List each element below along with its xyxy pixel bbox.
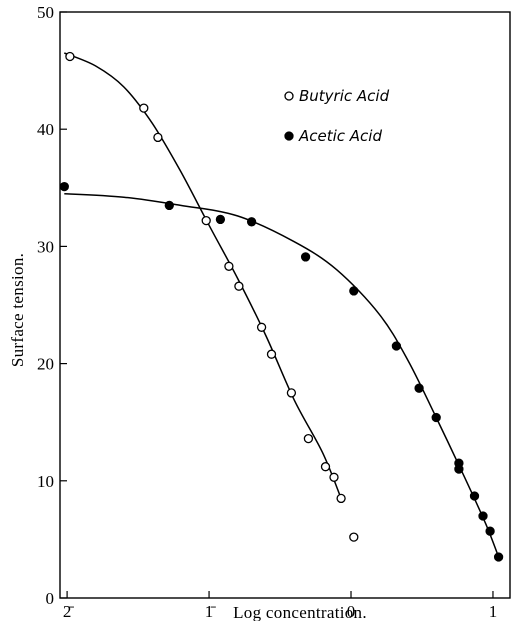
point-acetic [59,181,69,192]
x-axis-ticks: 2̄ 1̄ 0 1 [63,591,497,621]
legend-marker-butyric [284,91,294,101]
point-acetic [246,217,257,227]
point-acetic [414,383,424,393]
y-axis-title: Surface tension. [8,253,27,367]
legend: Butyric Acid Acetic Acid [284,87,390,145]
point-butyric [201,215,211,226]
point-butyric [256,322,267,332]
point-acetic [454,464,464,474]
point-butyric [234,281,244,291]
point-acetic [349,286,359,296]
point-butyric [266,349,277,359]
x-tick-label: 1 [489,602,498,621]
point-butyric [139,103,149,113]
plot-border [59,11,511,599]
point-acetic [493,552,504,562]
point-acetic [164,200,174,211]
y-tick-label: 20 [37,355,54,374]
point-butyric [349,532,359,542]
point-butyric [336,493,346,504]
point-butyric [224,261,234,271]
point-butyric [303,433,314,444]
y-tick-label: 0 [46,589,55,608]
legend-label-butyric: Butyric Acid [299,87,390,105]
y-axis-ticks: 0 10 20 30 40 50 [37,3,67,608]
x-tick-label: 0 [347,602,356,621]
point-acetic [300,252,311,262]
point-acetic [469,491,480,501]
x-axis-title: Log concentration. [233,603,367,621]
point-acetic [431,412,441,423]
point-acetic [391,341,402,351]
x-tick-label: 2̄ [63,602,75,621]
plot-frame [59,11,511,599]
legend-label-acetic: Acetic Acid [298,127,382,145]
y-tick-label: 50 [37,3,54,22]
y-tick-label: 10 [37,472,54,491]
point-acetic [478,511,488,521]
curve-acetic [64,192,500,558]
point-butyric [329,472,339,482]
point-butyric [286,388,297,398]
fitted-curves [64,52,500,558]
y-tick-label: 40 [37,120,54,139]
point-butyric [320,462,331,472]
legend-marker-acetic [284,131,294,141]
point-butyric [65,51,75,62]
point-acetic [215,214,226,225]
curve-butyric [64,52,342,499]
y-tick-label: 30 [37,237,54,256]
point-butyric [153,132,163,143]
point-acetic [485,526,495,536]
data-points [59,51,504,562]
x-tick-label: 1̄ [205,602,217,621]
